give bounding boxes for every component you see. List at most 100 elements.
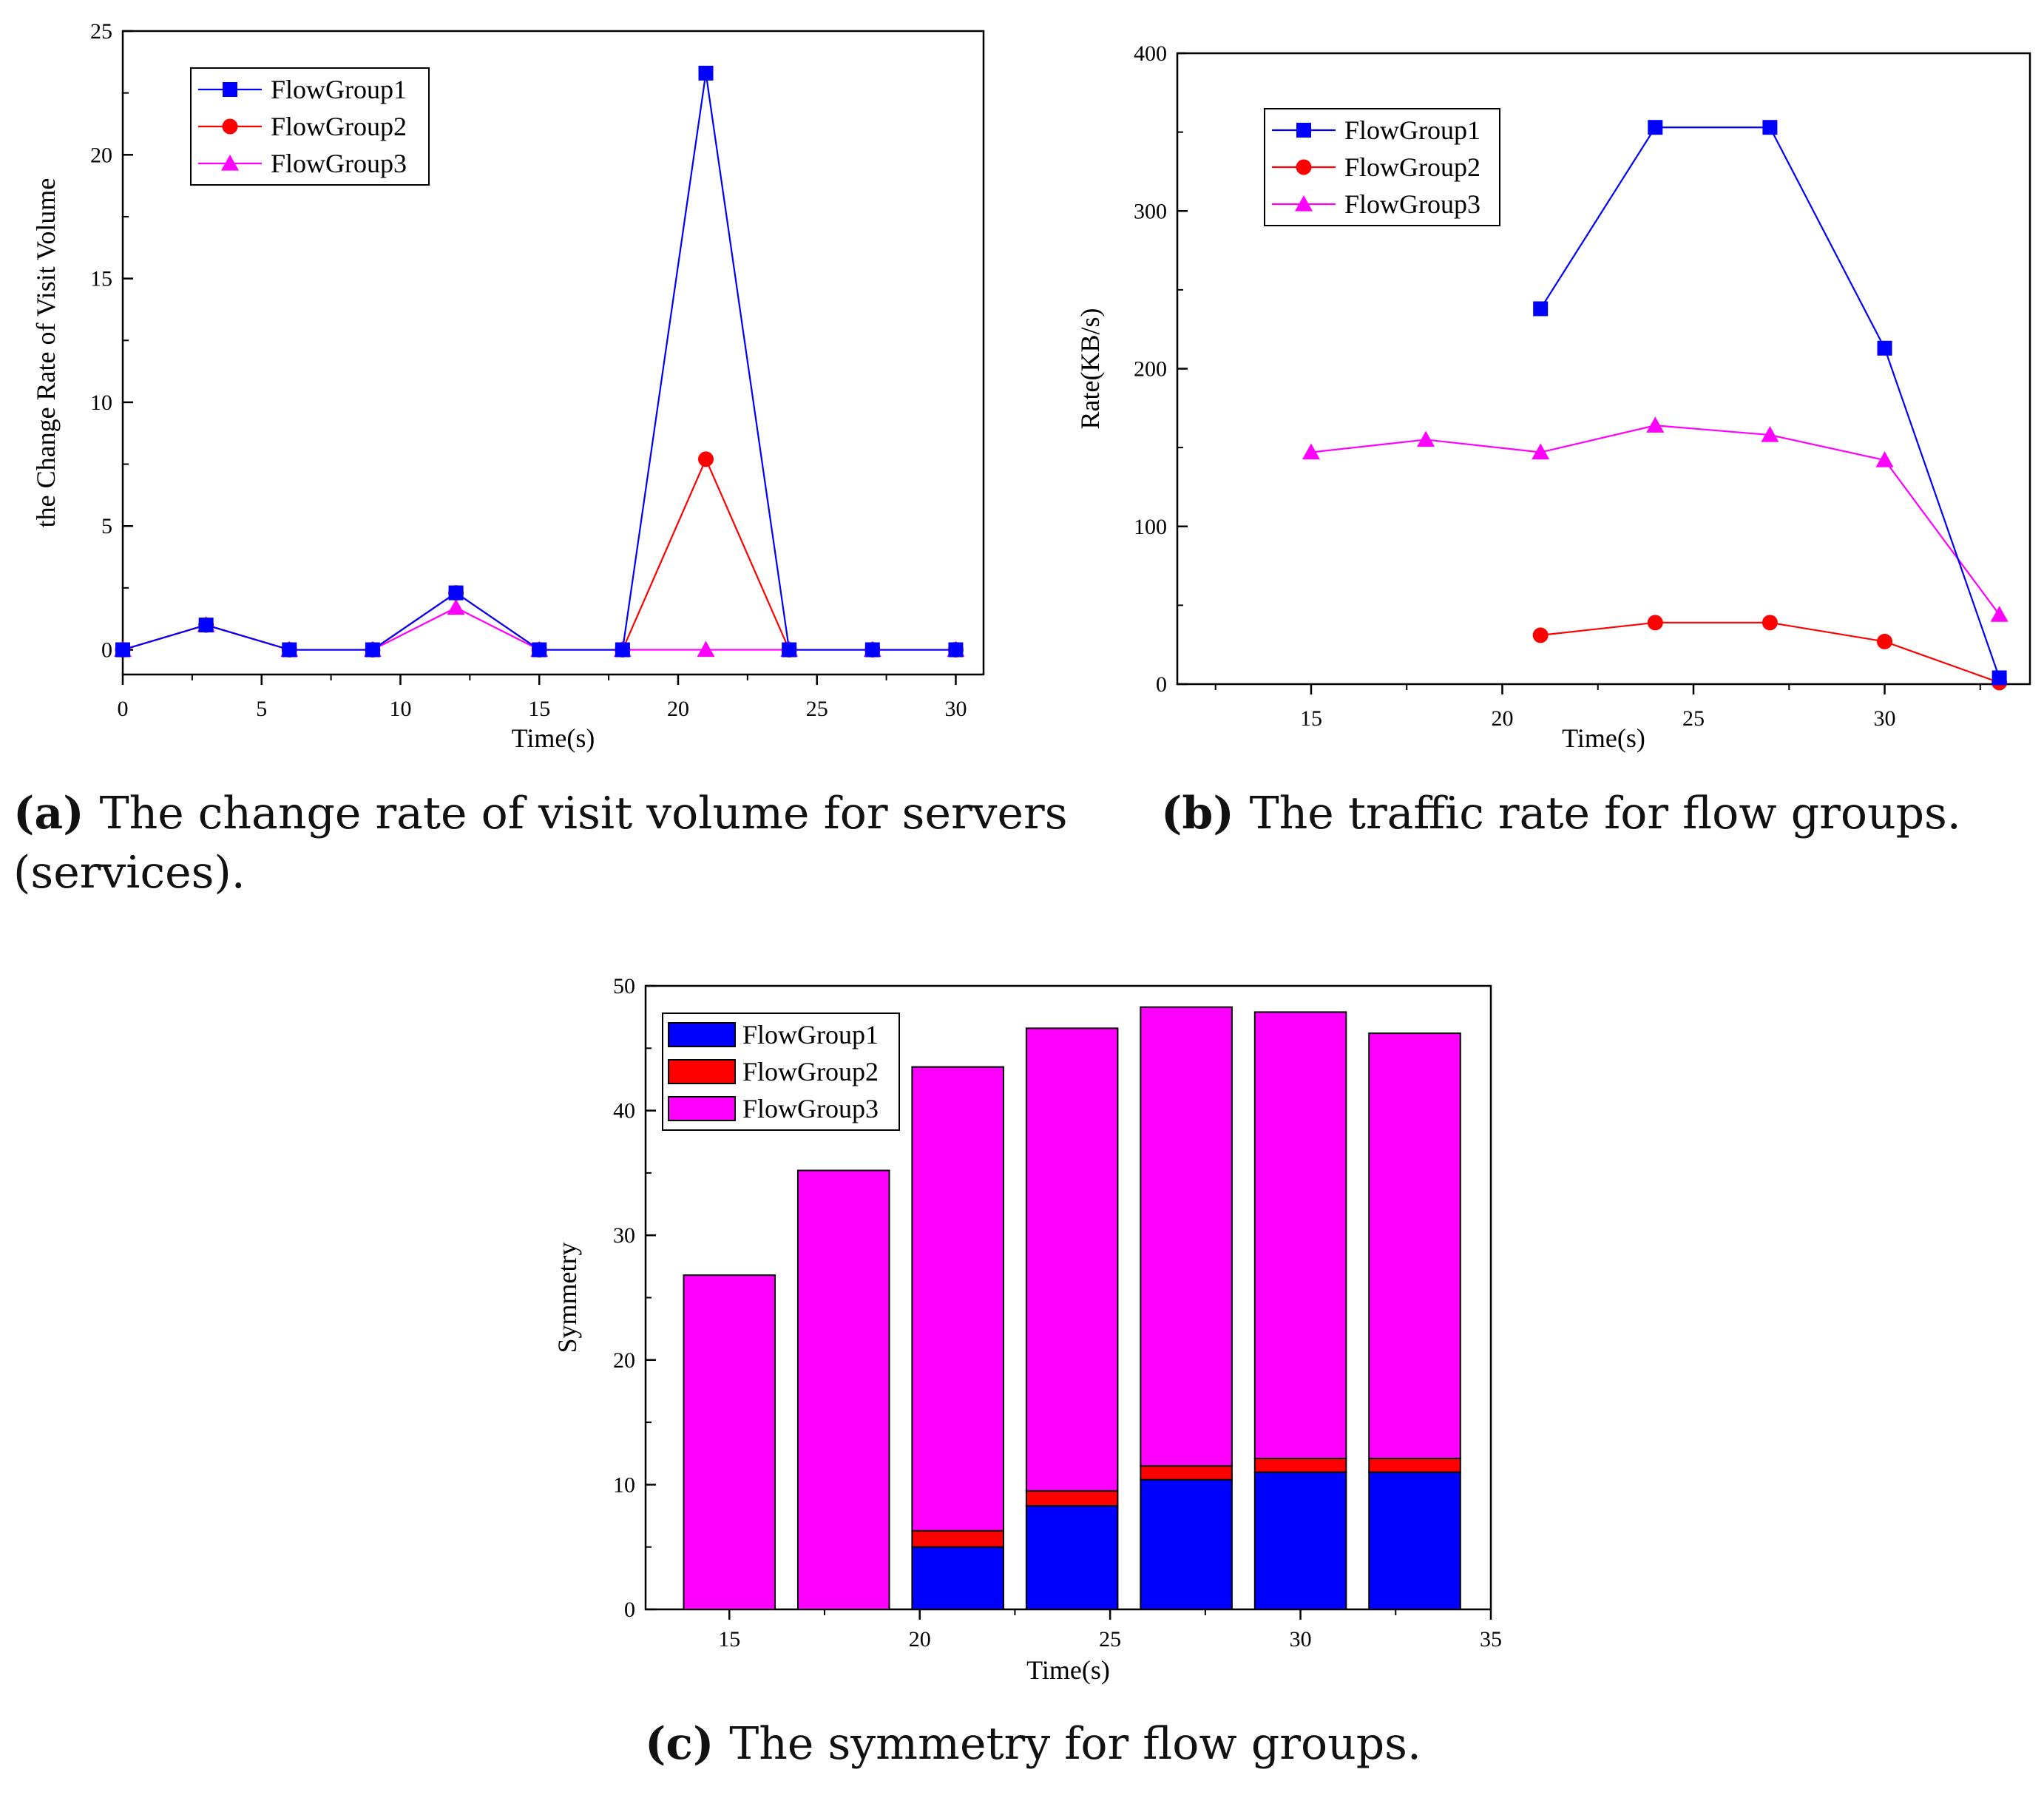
data-point-flowgroup2 [698, 451, 714, 467]
y-tick-label: 20 [90, 143, 112, 167]
plot-frame [121, 30, 985, 676]
x-tick-label: 25 [1099, 1627, 1121, 1652]
legend-marker [1296, 159, 1312, 175]
series-line-flowgroup2 [1540, 621, 2000, 683]
y-tick-label: 15 [90, 267, 112, 291]
x-tick-label: 0 [118, 697, 129, 721]
data-point-flowgroup3 [697, 640, 715, 658]
data-point-flowgroup3 [1875, 451, 1894, 467]
bar-segment-flowgroup3 [1140, 1006, 1233, 1467]
x-tick-label: 25 [1682, 706, 1705, 731]
x-tick-label: 15 [1300, 706, 1322, 731]
x-tick-label: 25 [806, 697, 828, 721]
data-point-flowgroup2 [1532, 627, 1549, 643]
y-tick-label: 300 [1134, 199, 1167, 223]
data-point-flowgroup2 [1877, 633, 1893, 649]
data-point-flowgroup3 [1990, 606, 2009, 622]
x-tick-label: 15 [718, 1627, 740, 1652]
panel-a-chart: 0 5 10 15 20 25 0 5 10 15 20 25 30 Time(s) the Change … [31, 19, 985, 753]
bar-segment-flowgroup2 [1025, 1490, 1119, 1507]
caption-c: (c) The symmetry for flow groups. [645, 1718, 1421, 1770]
legend-label: FlowGroup2 [742, 1057, 879, 1086]
caption-a: (a) The change rate of visit volume for … [13, 788, 1068, 839]
data-point-flowgroup1 [948, 642, 964, 658]
data-point-flowgroup1 [1648, 120, 1663, 135]
caption-c-letter: c [666, 1718, 693, 1770]
data-point-flowgroup3 [1302, 443, 1320, 460]
data-point-flowgroup1 [864, 642, 880, 658]
legend-label: FlowGroup1 [1344, 115, 1480, 145]
series-line-flowgroup3 [1310, 425, 2000, 615]
caption-a-text: The change rate of visit volume for serv… [100, 788, 1068, 839]
x-tick-label: 30 [1874, 706, 1896, 731]
data-point-flowgroup3 [1417, 430, 1435, 447]
caption-c-text: The symmetry for flow groups. [729, 1718, 1421, 1770]
bar-segment-flowgroup3 [911, 1066, 1004, 1532]
legend-label: FlowGroup3 [271, 149, 407, 178]
panel-c-chart: 0 10 20 30 40 50 15 20 25 30 35 Time(s) Symmetry Flow… [552, 974, 1502, 1685]
legend-marker [223, 82, 237, 97]
data-point-flowgroup1 [115, 642, 130, 658]
caption-b-letter: b [1182, 788, 1213, 839]
data-point-flowgroup2 [1762, 615, 1778, 631]
bar-segment-flowgroup3 [1368, 1032, 1461, 1459]
y-tick-label: 25 [90, 19, 112, 44]
legend-swatch [668, 1022, 736, 1047]
y-tick-label: 400 [1134, 41, 1167, 66]
y-tick-label: 10 [90, 391, 112, 415]
bar-segment-flowgroup2 [1253, 1457, 1347, 1473]
data-point-flowgroup1 [1991, 670, 2007, 686]
data-point-flowgroup1 [448, 585, 464, 601]
bar-segment-flowgroup2 [911, 1529, 1004, 1548]
data-point-flowgroup3 [1646, 416, 1665, 433]
bar-segment-flowgroup3 [796, 1169, 890, 1610]
x-tick-label: 20 [667, 697, 689, 721]
data-point-flowgroup1 [1877, 340, 1892, 356]
panel-b-chart: 0 100 200 300 400 15 20 25 30 Time(s) Rate(KB/s) Fl… [1075, 41, 2031, 753]
bar-segment-flowgroup2 [1368, 1457, 1461, 1473]
legend-label: FlowGroup2 [1344, 152, 1480, 182]
y-tick-label: 20 [613, 1348, 635, 1373]
bar-segment-flowgroup1 [1025, 1505, 1119, 1611]
y-tick-label: 5 [101, 514, 112, 538]
x-axis-title: Time(s) [1026, 1655, 1110, 1685]
y-tick-label: 10 [613, 1473, 635, 1497]
data-point-flowgroup3 [1761, 426, 1779, 442]
legend-label: FlowGroup1 [742, 1020, 879, 1049]
y-tick-label: 50 [613, 974, 635, 998]
x-tick-label: 15 [528, 697, 550, 721]
data-point-flowgroup1 [365, 642, 380, 658]
bar-segment-flowgroup1 [1368, 1471, 1461, 1611]
bar-segment-flowgroup2 [1140, 1465, 1233, 1481]
caption-b: (b) The traffic rate for flow groups. [1161, 788, 1961, 839]
data-point-flowgroup2 [1647, 615, 1663, 631]
y-axis-title: the Change Rate of Visit Volume [31, 178, 61, 528]
data-point-flowgroup3 [1532, 443, 1550, 460]
legend-label: FlowGroup3 [742, 1094, 879, 1123]
y-tick-label: 200 [1134, 357, 1167, 382]
data-point-flowgroup1 [782, 642, 797, 658]
legend-label: FlowGroup1 [271, 75, 407, 104]
data-point-flowgroup1 [198, 618, 214, 633]
caption-a-letter: a [34, 788, 63, 839]
bar-segment-flowgroup1 [1253, 1471, 1347, 1611]
caption-a-line2: (services). [13, 847, 246, 899]
legend-marker [1295, 195, 1313, 212]
y-tick-label: 30 [613, 1223, 635, 1248]
legend-swatch [668, 1059, 736, 1084]
series-line-flowgroup2 [122, 457, 956, 651]
x-tick-label: 35 [1480, 1627, 1502, 1652]
data-point-flowgroup1 [1533, 301, 1549, 317]
bar-segment-flowgroup3 [683, 1274, 776, 1610]
y-tick-label: 0 [1156, 672, 1167, 697]
series-line-flowgroup1 [1540, 126, 2000, 678]
y-tick-label: 40 [613, 1099, 635, 1123]
data-point-flowgroup1 [698, 65, 714, 81]
legend-label: FlowGroup3 [1344, 189, 1480, 219]
x-tick-label: 10 [389, 697, 411, 721]
x-tick-label: 20 [1491, 706, 1513, 731]
legend-marker [1296, 123, 1311, 138]
data-point-flowgroup1 [532, 642, 547, 658]
data-point-flowgroup1 [615, 642, 630, 658]
x-tick-label: 30 [1290, 1627, 1312, 1652]
